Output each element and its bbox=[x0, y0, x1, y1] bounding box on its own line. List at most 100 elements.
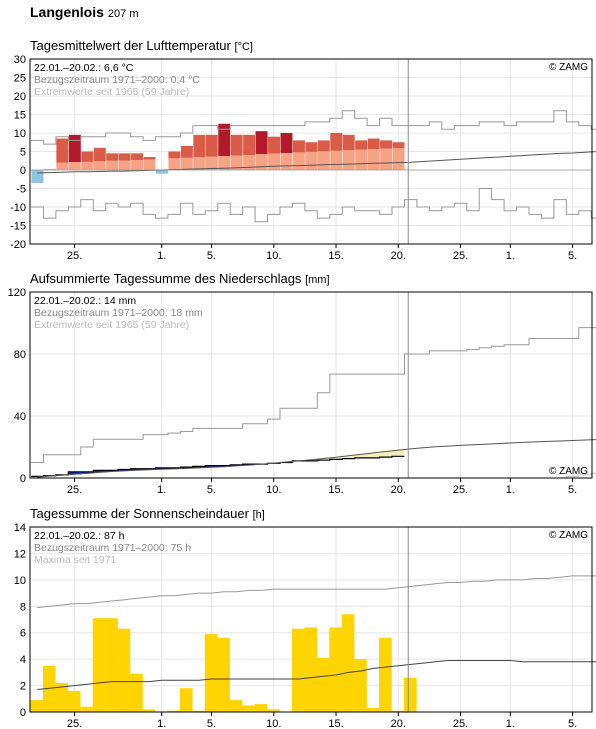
temp-bar-normal bbox=[168, 158, 181, 170]
temp-credit: © ZAMG bbox=[549, 62, 588, 73]
temp-bar-normal bbox=[143, 159, 156, 170]
temp-bar-normal bbox=[68, 162, 81, 170]
temp-bar-normal bbox=[280, 152, 293, 170]
sun-x-tick-label: 5. bbox=[568, 718, 577, 729]
temp-bar-normal bbox=[392, 147, 405, 170]
precip-deficit-area bbox=[342, 455, 355, 459]
precip-info-line: Extremwerte seit 1965 (59 Jahre) bbox=[34, 319, 189, 331]
sun-bar bbox=[366, 708, 380, 712]
sun-info-line: Bezugszeitraum 1971–2000: 75 h bbox=[34, 542, 191, 554]
sun-y-tick-label: 12 bbox=[14, 548, 26, 560]
precip-surplus-area bbox=[155, 467, 168, 470]
precip-normal-line bbox=[37, 439, 596, 478]
precip-y-tick-label: 0 bbox=[20, 473, 26, 485]
station-header: Langenlois 207 m bbox=[30, 4, 138, 20]
temp-bar-normal bbox=[330, 150, 343, 170]
precip-x-tick-label: 5. bbox=[207, 484, 216, 496]
precip-deficit-area bbox=[392, 450, 405, 457]
temp-bar-below-zero bbox=[31, 170, 44, 183]
sun-info-line: Maxima seit 1971 bbox=[34, 554, 116, 566]
precip-x-tick-label: 25. bbox=[67, 484, 82, 496]
sun-y-tick-label: 2 bbox=[20, 681, 26, 693]
sun-bar bbox=[329, 627, 342, 712]
sun-bar bbox=[55, 682, 69, 712]
sun-x-tick-label: 25. bbox=[453, 718, 468, 729]
sun-x-tick-label: 1. bbox=[506, 718, 515, 729]
sun-bar bbox=[354, 659, 367, 712]
temp-y-tick-label: 25 bbox=[14, 73, 26, 85]
precip-x-tick-label: 5. bbox=[568, 484, 577, 496]
temp-bar-normal bbox=[342, 150, 355, 170]
precip-x-tick-label: 25. bbox=[453, 484, 468, 496]
temp-bar-normal bbox=[56, 162, 69, 170]
sun-x-tick-label: 10. bbox=[266, 718, 281, 729]
sun-y-tick-label: 6 bbox=[20, 628, 26, 640]
temp-y-tick-label: -15 bbox=[10, 221, 26, 233]
temp-max-extreme-line bbox=[31, 110, 596, 145]
temp-bar-anomaly bbox=[118, 153, 131, 161]
temp-y-tick-label: 5 bbox=[20, 147, 26, 159]
precip-min-extreme-line bbox=[31, 472, 596, 479]
temp-y-tick-label: 0 bbox=[20, 165, 26, 177]
temp-bar-anomaly bbox=[230, 134, 243, 156]
sun-bar bbox=[391, 710, 405, 712]
temp-bar-normal bbox=[305, 151, 318, 170]
precip-surplus-area bbox=[130, 468, 144, 471]
temp-x-tick-label: 25. bbox=[67, 250, 82, 262]
sun-bar bbox=[379, 638, 392, 712]
sun-bar bbox=[167, 710, 181, 712]
precip-surplus-area bbox=[192, 466, 206, 468]
temp-bar-anomaly bbox=[143, 157, 156, 160]
sun-bar bbox=[142, 709, 156, 712]
sun-bar bbox=[92, 618, 106, 712]
sunshine-title-text: Tagessumme der Sonnenscheindauer bbox=[30, 506, 249, 521]
sun-bar bbox=[42, 665, 56, 712]
chart-title-temperature: Tagesmittelwert der Lufttemperatur [°C] bbox=[30, 38, 253, 53]
sun-bar bbox=[316, 657, 330, 712]
temp-bar-anomaly bbox=[56, 138, 69, 163]
precip-credit: © ZAMG bbox=[549, 466, 588, 477]
precipitation-chart: 120 80 40 0 25. 1. 5. 10. 15. 20. 25. 1. 5. 22.01.–20… bbox=[8, 287, 596, 496]
precip-x-tick-label: 1. bbox=[157, 484, 166, 496]
precip-x-tick-label: 10. bbox=[266, 484, 281, 496]
temp-bar-anomaly bbox=[255, 131, 268, 155]
sun-credit: © ZAMG bbox=[549, 530, 588, 541]
temp-bar-anomaly bbox=[243, 134, 256, 156]
temp-bar-normal bbox=[243, 155, 256, 170]
temp-bar-normal bbox=[131, 160, 144, 170]
sun-bar bbox=[179, 688, 193, 712]
temp-bar-anomaly bbox=[380, 140, 393, 149]
precip-surplus-area bbox=[118, 469, 131, 471]
temperature-chart: 30 25 20 15 10 5 0 -5 -10 -15 -20 25. 1. 5. 10. 15. 20. 2… bbox=[10, 54, 596, 262]
sun-bar bbox=[204, 634, 218, 712]
sun-bar bbox=[117, 628, 131, 712]
temp-x-tick-label: 15. bbox=[328, 250, 343, 262]
temp-bar-anomaly bbox=[68, 134, 81, 163]
temp-bar-normal bbox=[380, 148, 393, 170]
sun-normal-line bbox=[37, 660, 596, 690]
sun-bar bbox=[67, 690, 81, 712]
precip-deficit-area bbox=[354, 454, 368, 458]
sun-x-tick-label: 1. bbox=[157, 718, 166, 729]
precipitation-unit: [mm] bbox=[305, 274, 330, 286]
sun-x-tick-label: 15. bbox=[328, 718, 343, 729]
precip-y-tick-label: 80 bbox=[14, 349, 26, 361]
temp-y-tick-label: 15 bbox=[14, 110, 26, 122]
precip-x-tick-label: 15. bbox=[328, 484, 343, 496]
temp-x-tick-label: 25. bbox=[453, 250, 468, 262]
sun-bar bbox=[192, 710, 205, 712]
temp-bar-normal bbox=[118, 160, 131, 170]
precip-x-tick-label: 20. bbox=[391, 484, 406, 496]
precip-deficit-area bbox=[379, 451, 393, 458]
sun-bar bbox=[130, 673, 143, 712]
sun-bar bbox=[80, 706, 93, 712]
precip-surplus-area bbox=[93, 470, 106, 473]
temp-bar-normal bbox=[292, 152, 305, 170]
precip-deficit-area bbox=[329, 457, 343, 460]
temp-y-tick-label: -20 bbox=[10, 239, 26, 251]
sun-y-tick-label: 8 bbox=[20, 601, 26, 613]
temp-x-tick-label: 5. bbox=[568, 250, 577, 262]
temp-bar-normal bbox=[230, 155, 243, 170]
precip-surplus-area bbox=[205, 465, 218, 468]
sun-bar bbox=[105, 618, 118, 712]
